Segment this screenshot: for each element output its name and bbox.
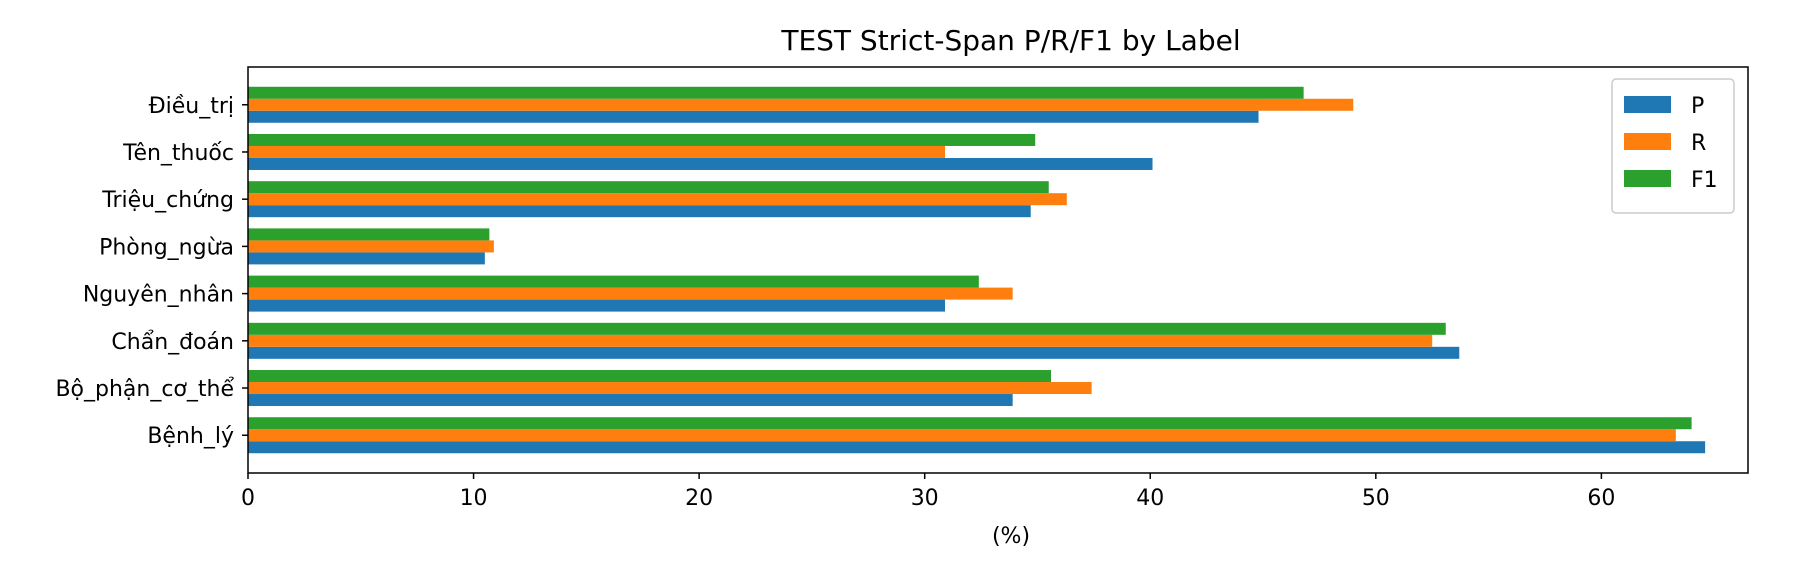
bar-r-5 bbox=[248, 193, 1067, 206]
bar-p-6 bbox=[248, 157, 1153, 170]
bar-f1-3 bbox=[248, 275, 979, 288]
legend-label-f1: F1 bbox=[1691, 168, 1718, 193]
legend: PR F1 bbox=[1611, 78, 1735, 214]
x-tick-label: 20 bbox=[685, 486, 713, 511]
legend-label-p: P bbox=[1691, 94, 1704, 119]
y-tick-label: Phòng_ngừa bbox=[99, 235, 234, 260]
bar-r-0 bbox=[248, 429, 1676, 442]
bar-f1-4 bbox=[248, 228, 490, 241]
y-axis: Bệnh_lý Bộ_phận_cơ_thể Chẩn_đoán Nguyên_nhâ… bbox=[55, 94, 248, 449]
x-tick-label: 40 bbox=[1136, 486, 1164, 511]
bar-p-7 bbox=[248, 110, 1259, 123]
y-tick-label: Điều_trị bbox=[149, 94, 234, 119]
x-tick-label: 50 bbox=[1362, 486, 1390, 511]
y-tick-label: Triệu_chứng bbox=[101, 188, 234, 213]
x-tick-label: 0 bbox=[241, 486, 255, 511]
bar-p-0 bbox=[248, 441, 1706, 454]
bar-f1-7 bbox=[248, 86, 1304, 99]
bar-p-4 bbox=[248, 252, 485, 265]
legend-label-r: R bbox=[1691, 131, 1706, 156]
legend-swatch-f1 bbox=[1624, 170, 1671, 187]
bar-p-5 bbox=[248, 205, 1031, 218]
bar-f1-0 bbox=[248, 417, 1692, 430]
bar-p-2 bbox=[248, 346, 1460, 359]
bar-r-3 bbox=[248, 287, 1013, 300]
bar-f1-6 bbox=[248, 133, 1036, 146]
plot-area bbox=[248, 86, 1706, 454]
x-axis: 0 10 20 30 40 50 60 bbox=[241, 473, 1615, 511]
bar-f1-2 bbox=[248, 322, 1446, 335]
bar-p-1 bbox=[248, 394, 1013, 407]
y-tick-label: Tên_thuốc bbox=[122, 141, 234, 166]
x-tick-label: 30 bbox=[911, 486, 939, 511]
y-tick-label: Bệnh_lý bbox=[147, 424, 234, 449]
bar-r-2 bbox=[248, 334, 1433, 347]
legend-swatch-p bbox=[1624, 96, 1671, 113]
bar-r-7 bbox=[248, 98, 1354, 111]
bar-r-1 bbox=[248, 382, 1092, 395]
chart-title: TEST Strict-Span P/R/F1 by Label bbox=[780, 24, 1240, 57]
x-tick-label: 60 bbox=[1587, 486, 1615, 511]
bar-p-3 bbox=[248, 299, 945, 312]
bar-r-6 bbox=[248, 145, 945, 158]
bar-r-4 bbox=[248, 240, 494, 253]
y-tick-label: Bộ_phận_cơ_thể bbox=[55, 377, 234, 402]
bar-f1-1 bbox=[248, 370, 1052, 383]
y-tick-label: Chẩn_đoán bbox=[111, 330, 234, 355]
legend-swatch-r bbox=[1624, 133, 1671, 150]
plot-frame bbox=[247, 66, 1749, 474]
y-tick-label: Nguyên_nhân bbox=[83, 283, 234, 308]
x-axis-label: (%) bbox=[992, 524, 1030, 549]
bar-f1-5 bbox=[248, 181, 1049, 194]
x-tick-label: 10 bbox=[460, 486, 488, 511]
